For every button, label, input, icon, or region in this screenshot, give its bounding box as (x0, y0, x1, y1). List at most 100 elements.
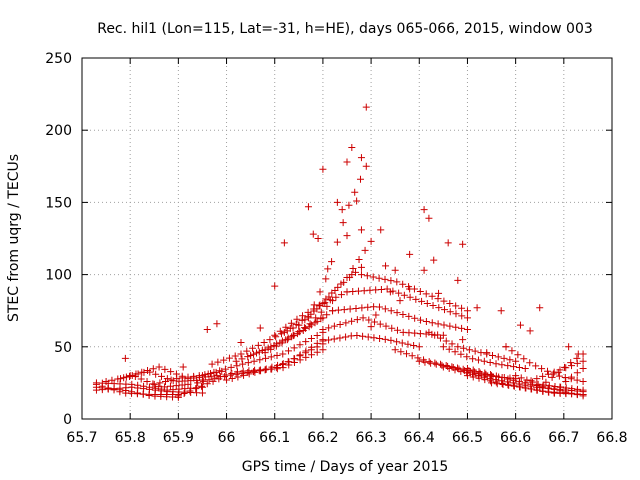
data-point (278, 339, 286, 347)
data-point (122, 380, 130, 388)
data-point (243, 347, 251, 355)
data-point (234, 373, 242, 381)
data-point (194, 379, 202, 387)
data-point (308, 351, 316, 359)
data-point (121, 354, 129, 362)
data-point (313, 305, 321, 313)
data-point (465, 346, 473, 354)
data-point (415, 343, 423, 351)
data-point (486, 358, 494, 366)
data-point (280, 239, 288, 247)
data-point (423, 299, 431, 307)
data-point (250, 368, 258, 376)
data-point (336, 334, 344, 342)
data-point (565, 343, 573, 351)
data-point (223, 376, 231, 384)
data-point (370, 303, 378, 311)
data-point (355, 255, 363, 263)
data-point (144, 366, 152, 374)
data-point (319, 165, 327, 173)
data-point (161, 365, 169, 373)
data-point (481, 369, 489, 377)
data-point (441, 306, 449, 314)
data-point (245, 370, 253, 378)
data-point (442, 337, 450, 345)
data-point (469, 355, 477, 363)
data-point (544, 367, 552, 375)
data-point (375, 274, 383, 282)
data-point (361, 246, 369, 254)
data-point (497, 307, 505, 315)
data-point (247, 351, 255, 359)
data-point (239, 360, 247, 368)
data-point (211, 374, 219, 382)
data-point (430, 256, 438, 264)
data-point (276, 327, 284, 335)
data-point (534, 380, 542, 388)
y-axis-label: STEC from uqrg / TECUs (6, 154, 22, 322)
data-point (454, 343, 462, 351)
data-point (445, 345, 453, 353)
data-point (457, 367, 465, 375)
data-point (516, 383, 524, 391)
data-point (452, 302, 460, 310)
data-point (463, 372, 471, 380)
data-point (317, 308, 325, 316)
data-point (396, 297, 404, 305)
data-point (339, 219, 347, 227)
data-point (480, 357, 488, 365)
data-point (262, 365, 270, 373)
data-point (391, 346, 399, 354)
data-point (459, 240, 467, 248)
data-point (237, 338, 245, 346)
data-point (349, 264, 357, 272)
data-point (510, 363, 518, 371)
data-point (300, 324, 308, 332)
x-tick-label: 66.2 (307, 430, 338, 446)
data-point (574, 350, 582, 358)
data-point (516, 321, 524, 329)
data-point (126, 372, 134, 380)
data-point (406, 250, 414, 258)
data-point (391, 266, 399, 274)
data-point (510, 382, 518, 390)
data-point (492, 378, 500, 386)
data-point (216, 373, 224, 381)
data-point (463, 364, 471, 372)
data-point (179, 363, 187, 371)
data-point (469, 373, 477, 381)
data-point (302, 353, 310, 361)
data-point (151, 392, 159, 400)
data-point (271, 282, 279, 290)
data-point (463, 353, 471, 361)
data-point (233, 362, 241, 370)
data-point (313, 348, 321, 356)
data-point (282, 323, 290, 331)
data-point (365, 316, 373, 324)
data-point (180, 389, 188, 397)
data-point (98, 379, 106, 387)
data-point (286, 324, 294, 332)
data-point (337, 291, 345, 299)
data-point (304, 203, 312, 211)
data-point (279, 350, 287, 358)
data-point (353, 316, 361, 324)
data-point (422, 290, 430, 298)
data-point (156, 379, 164, 387)
data-point (492, 372, 500, 380)
data-point (381, 335, 389, 343)
data-point (420, 266, 428, 274)
data-point (410, 342, 418, 350)
data-point (266, 336, 274, 344)
data-point (517, 374, 525, 382)
data-point (307, 335, 315, 343)
data-point (305, 323, 313, 331)
data-point (252, 349, 260, 357)
data-point (338, 206, 346, 214)
data-point (102, 377, 110, 385)
data-point (429, 302, 437, 310)
data-point (278, 361, 286, 369)
data-point (149, 365, 157, 373)
data-point (539, 372, 547, 380)
data-point (132, 370, 140, 378)
